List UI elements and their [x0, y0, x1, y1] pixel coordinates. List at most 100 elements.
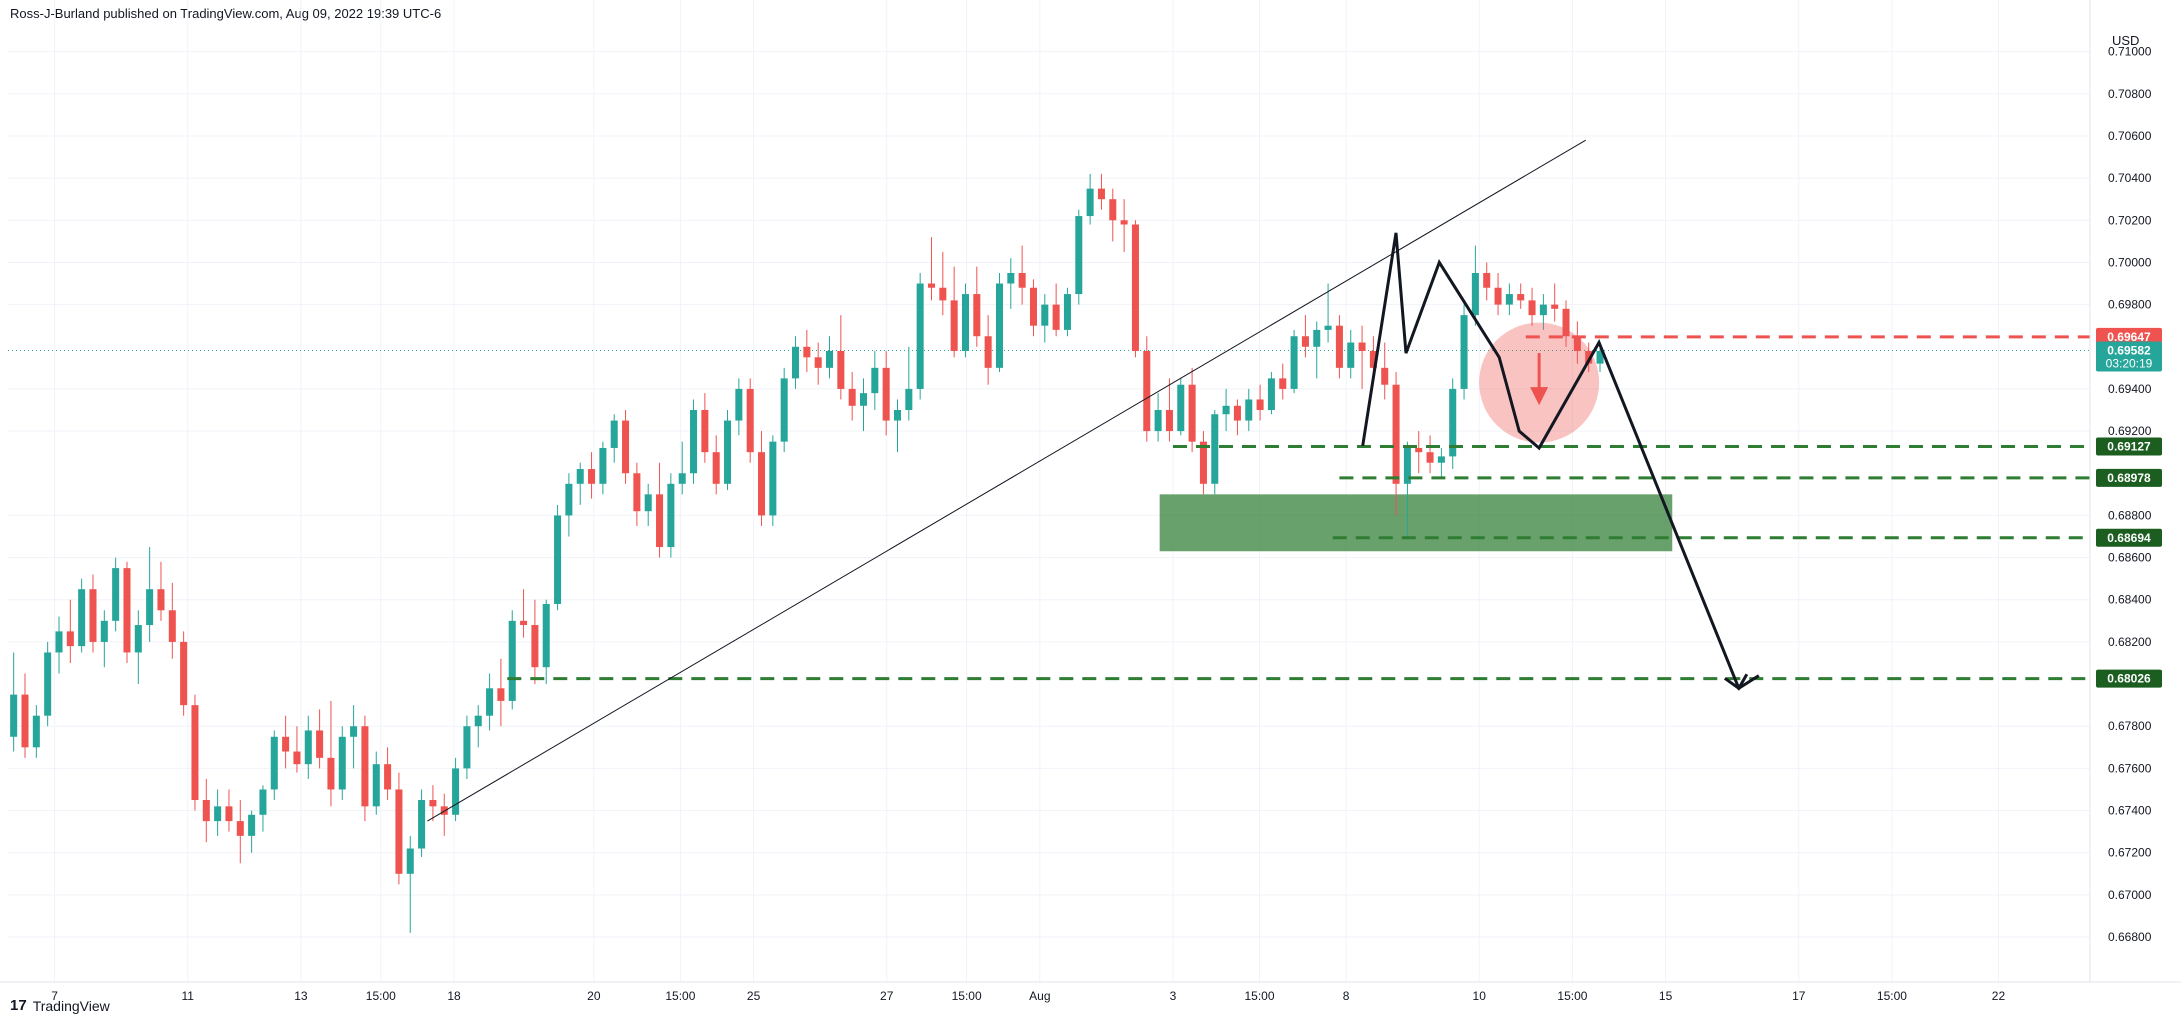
candle-body — [350, 726, 358, 737]
candle-body — [1381, 367, 1389, 385]
candle-body — [225, 806, 233, 822]
candle-bullish — [1211, 410, 1219, 495]
candle-bullish — [678, 441, 686, 495]
candle-bearish — [1233, 399, 1241, 436]
candle-body — [1437, 456, 1445, 463]
time-tick-label: 15 — [1659, 989, 1673, 1003]
candle-body — [1063, 294, 1071, 330]
candle-bearish — [939, 251, 947, 316]
resistance-price-tag-bg — [2096, 327, 2162, 346]
candle-bearish — [531, 599, 539, 685]
candle-body — [282, 736, 290, 752]
candle-body — [984, 336, 992, 368]
candle-body — [848, 388, 856, 406]
resistance-price-tag-text: 0.69647 — [2107, 330, 2151, 344]
publish-header: Ross-J-Burland published on TradingView.… — [10, 6, 442, 21]
candle-bearish — [1188, 367, 1196, 453]
price-tick-label: 0.70600 — [2108, 129, 2152, 143]
candle-body — [1075, 216, 1083, 295]
candle-body — [735, 388, 743, 421]
candle-body — [565, 483, 573, 516]
candle-bearish — [327, 700, 335, 807]
price-tick-label: 0.67800 — [2108, 719, 2152, 733]
candle-bullish — [1245, 388, 1253, 432]
candle-bearish — [1052, 283, 1060, 337]
candle-body — [1392, 384, 1400, 484]
candle-body — [1041, 304, 1049, 326]
candle-body — [905, 388, 913, 411]
candle-bearish — [66, 599, 74, 663]
time-tick-label: 7 — [51, 989, 58, 1003]
candle-bearish — [656, 462, 664, 558]
candle-bullish — [1539, 294, 1547, 330]
candle-body — [32, 715, 40, 748]
candle-bullish — [463, 715, 471, 779]
candle-body — [1426, 452, 1434, 463]
candle-body — [633, 473, 641, 512]
candle-body — [1403, 447, 1411, 484]
time-axis: 7 11 13 15:00 18 20 15:00 25 27 15:00 Aug 3 15:00 8 10… — [51, 989, 2005, 1003]
candle-bullish — [690, 399, 698, 484]
candle-body — [1188, 384, 1196, 442]
candle-body — [508, 620, 516, 701]
tradingview-footer[interactable]: 17 TradingView — [10, 997, 110, 1014]
candle-body — [440, 806, 448, 815]
candle-bearish — [1097, 173, 1105, 210]
price-tick-label: 0.67400 — [2108, 804, 2152, 818]
candle-bullish — [304, 715, 312, 779]
candle-body — [1290, 336, 1298, 389]
candle-bearish — [282, 715, 290, 769]
candle-bearish — [1483, 262, 1491, 301]
candle-body — [1267, 378, 1275, 411]
candle-body — [554, 515, 562, 604]
candle-body — [486, 688, 494, 716]
candle-body — [1007, 272, 1015, 284]
candle-body — [1279, 378, 1287, 389]
candle-bearish — [1551, 283, 1559, 322]
candle-body — [1347, 342, 1355, 368]
candle-body — [950, 300, 958, 351]
candle-bearish — [633, 462, 641, 526]
candle-body — [236, 821, 244, 836]
candle-body — [474, 715, 482, 727]
candle-body — [1029, 287, 1037, 326]
price-tick-label: 0.68200 — [2108, 635, 2152, 649]
candle-body — [100, 620, 108, 642]
price-axis: 0.71000 0.70800 0.70600 0.70400 0.70200 0.700… — [2108, 45, 2152, 944]
support-4-price-tag-bg — [2096, 669, 2162, 688]
candle-bullish — [893, 399, 902, 453]
candle-bearish — [440, 793, 448, 836]
candle-body — [1528, 300, 1536, 316]
price-tick-label: 0.70800 — [2108, 87, 2152, 101]
candle-bearish — [1426, 435, 1434, 474]
candle-body — [814, 357, 822, 368]
candle-bearish — [973, 266, 981, 347]
candle-body — [1211, 414, 1219, 484]
candle-body — [1245, 399, 1253, 421]
candle-bullish — [1324, 283, 1332, 343]
candle-bearish — [803, 329, 811, 373]
time-tick-label: 25 — [747, 989, 761, 1003]
candle-body — [1369, 350, 1377, 368]
candle-body — [21, 694, 29, 748]
candle-body — [859, 393, 868, 406]
candle-body — [1120, 220, 1128, 225]
candle-bearish — [984, 315, 992, 385]
candle-bullish — [248, 810, 256, 853]
candle-bullish — [644, 483, 652, 526]
candle-body — [1143, 350, 1151, 432]
price-tick-label: 0.70200 — [2108, 213, 2152, 227]
candle-body — [1165, 410, 1173, 432]
candle-body — [123, 568, 131, 653]
candle-body — [112, 568, 120, 621]
candle-bearish — [89, 574, 97, 653]
candle-body — [361, 726, 369, 807]
candle-body — [916, 283, 924, 389]
last-price-tag-text: 0.69582 — [2107, 344, 2151, 358]
candle-body — [1256, 399, 1264, 411]
candle-bullish — [1290, 329, 1298, 394]
candle-body — [1460, 315, 1468, 389]
candle-bearish — [1517, 283, 1525, 309]
candle-bearish — [202, 778, 210, 843]
